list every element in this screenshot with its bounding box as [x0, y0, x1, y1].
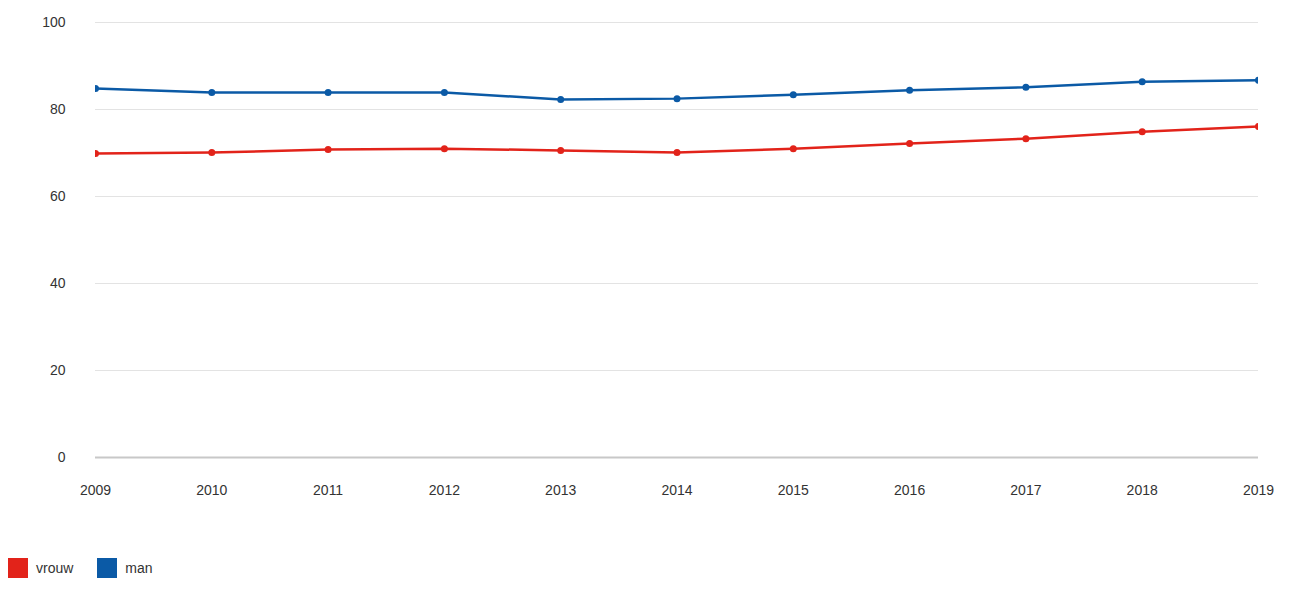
svg-text:0: 0	[58, 449, 66, 465]
svg-text:2014: 2014	[661, 482, 692, 498]
html-text:man: man	[125, 560, 153, 576]
svg-text:2015: 2015	[778, 482, 809, 498]
svg-text:80: 80	[50, 101, 66, 117]
svg-text:2019: 2019	[1243, 482, 1274, 498]
svg-text:2010: 2010	[196, 482, 227, 498]
svg-text:2016: 2016	[894, 482, 925, 498]
svg-text:100: 100	[42, 14, 66, 30]
svg-text:40: 40	[50, 275, 66, 291]
svg-text:60: 60	[50, 188, 66, 204]
svg-text:20: 20	[50, 362, 66, 378]
svg-text:2013: 2013	[545, 482, 576, 498]
svg-text:2012: 2012	[429, 482, 460, 498]
svg-text:2017: 2017	[1010, 482, 1041, 498]
svg-text:2009: 2009	[80, 482, 111, 498]
svg-text:2011: 2011	[313, 482, 343, 498]
html-text:vrouw: vrouw	[36, 560, 74, 576]
svg-text:2018: 2018	[1127, 482, 1158, 498]
